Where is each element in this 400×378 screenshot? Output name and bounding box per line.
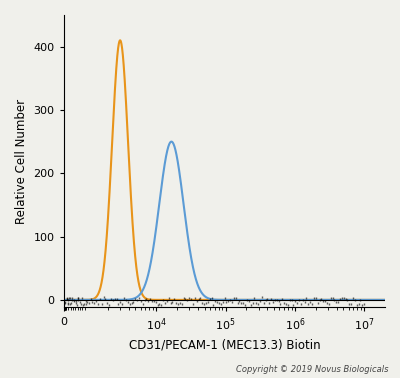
Text: Copyright © 2019 Novus Biologicals: Copyright © 2019 Novus Biologicals	[236, 365, 388, 374]
X-axis label: CD31/PECAM-1 (MEC13.3) Biotin: CD31/PECAM-1 (MEC13.3) Biotin	[128, 339, 320, 352]
Y-axis label: Relative Cell Number: Relative Cell Number	[15, 99, 28, 224]
